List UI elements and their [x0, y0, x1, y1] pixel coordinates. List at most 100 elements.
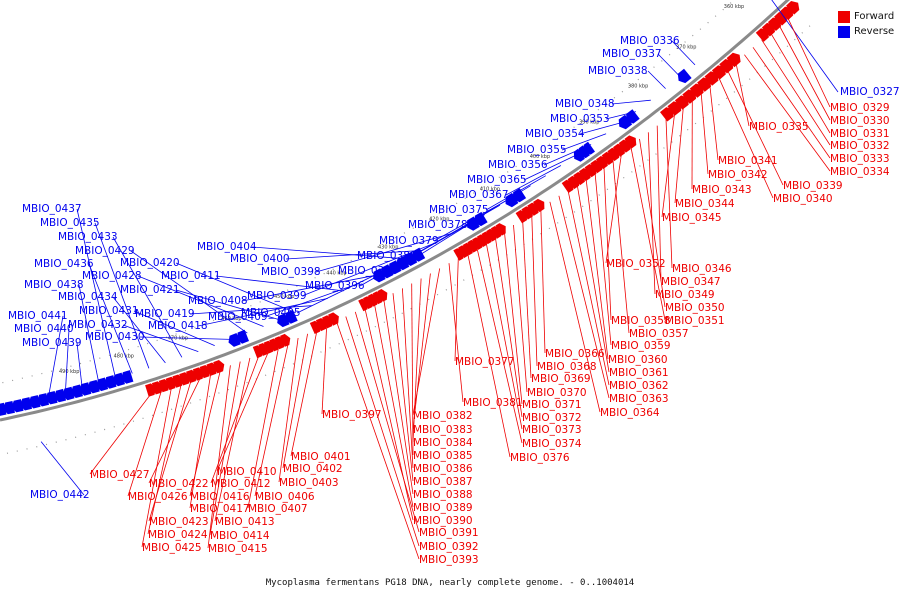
gene-label: MBIO_0356	[488, 159, 548, 171]
gene-label: MBIO_0357	[629, 328, 689, 340]
gene-label: MBIO_0374	[522, 438, 582, 450]
tick-label: 490 kbp	[59, 369, 79, 375]
forward-swatch	[838, 10, 850, 23]
leader-line	[522, 219, 532, 379]
forward-gene-arrow	[786, 1, 800, 15]
leader-line	[567, 189, 610, 386]
gene-label: MBIO_0370	[527, 387, 587, 399]
gene-label: MBIO_0406	[255, 491, 315, 503]
gene-label: MBIO_0420	[120, 257, 180, 269]
leader-line	[718, 76, 774, 199]
gene-label: MBIO_0354	[525, 128, 585, 140]
tick-label: 480 kbp	[114, 353, 134, 359]
forward-gene-arrow	[704, 71, 719, 86]
reverse-gene-arrow	[96, 377, 109, 392]
gene-label: MBIO_0335	[749, 121, 809, 133]
forward-gene-arrow	[697, 77, 711, 92]
gene-label: MBIO_0355	[507, 144, 567, 156]
gene-label: MBIO_0329	[830, 102, 890, 114]
gene-label: MBIO_0411	[161, 270, 221, 282]
gene-label: MBIO_0330	[830, 115, 890, 127]
legend-reverse-label: Reverse	[854, 26, 895, 37]
gene-label: MBIO_0421	[120, 284, 180, 296]
reverse-gene-arrow	[11, 399, 24, 413]
gene-label: MBIO_0372	[522, 412, 582, 424]
leader-line	[197, 298, 328, 327]
forward-gene-arrow	[495, 223, 506, 236]
forward-gene-arrow	[213, 360, 225, 374]
reverse-gene-arrow	[513, 188, 527, 203]
forward-gene-arrow	[377, 289, 388, 302]
leader-line	[503, 230, 523, 405]
reverse-gene-arrow	[0, 402, 7, 416]
gene-label: MBIO_0430	[85, 331, 145, 343]
legend-forward: Forward	[838, 9, 894, 24]
gene-label: MBIO_0391	[419, 527, 479, 539]
leader-line	[76, 208, 116, 379]
leader-line	[76, 342, 83, 389]
gene-label: MBIO_0407	[248, 503, 308, 515]
gene-label: MBIO_0332	[830, 140, 890, 152]
gene-label: MBIO_0410	[217, 466, 277, 478]
reverse-gene-arrow	[79, 382, 92, 396]
reverse-gene-arrow	[285, 309, 298, 324]
gene-label: MBIO_0388	[413, 489, 473, 501]
leader-line	[282, 333, 308, 469]
reverse-gene-arrow	[28, 395, 41, 409]
leader-line	[254, 342, 289, 497]
gene-label: MBIO_0386	[413, 463, 473, 475]
reverse-gene-arrow	[388, 260, 402, 275]
leader-line	[189, 372, 212, 509]
legend-forward-label: Forward	[854, 11, 895, 22]
gene-label: MBIO_0414	[210, 530, 270, 542]
reverse-swatch	[838, 25, 850, 38]
leader-line	[78, 284, 100, 384]
leader-line	[412, 273, 431, 430]
leader-line	[251, 246, 407, 260]
leader-line	[210, 353, 260, 484]
gene-label: MBIO_0412	[211, 478, 271, 490]
forward-gene-arrow	[719, 59, 734, 74]
gene-label: MBIO_0346	[672, 263, 732, 275]
gene-label: MBIO_0437	[22, 203, 82, 215]
leader-line	[139, 336, 232, 340]
leader-line	[112, 296, 166, 364]
gene-label: MBIO_0327	[840, 86, 900, 98]
gene-label: MBIO_0359	[611, 340, 671, 352]
gene-label: MBIO_0428	[82, 270, 142, 282]
leader-line	[89, 392, 153, 475]
gene-label: MBIO_0383	[413, 424, 473, 436]
leader-line	[467, 252, 511, 458]
backbone-line	[0, 0, 791, 422]
gene-label: MBIO_0333	[830, 153, 890, 165]
tick-label: 370 kbp	[676, 45, 696, 51]
leader-line	[485, 241, 523, 430]
gene-label: MBIO_0358	[611, 315, 671, 327]
gene-label: MBIO_0344	[675, 198, 735, 210]
leader-line	[476, 247, 523, 444]
leader-line	[769, 31, 831, 134]
leader-line	[278, 337, 299, 483]
gene-label: MBIO_0347	[661, 276, 721, 288]
gene-label: MBIO_0389	[413, 502, 473, 514]
forward-gene-arrow	[660, 107, 674, 122]
leader-line	[709, 83, 719, 161]
gene-label: MBIO_0362	[609, 380, 669, 392]
leader-line	[411, 283, 414, 456]
gene-label: MBIO_0409	[208, 311, 268, 323]
gene-label: MBIO_0351	[665, 315, 725, 327]
gene-label: MBIO_0392	[419, 541, 479, 553]
leader-line	[214, 357, 251, 522]
reverse-gene-arrow	[618, 114, 633, 130]
gene-label: MBIO_0417	[190, 503, 250, 515]
gene-label: MBIO_0422	[149, 478, 209, 490]
gene-label: MBIO_0434	[58, 291, 118, 303]
leader-line	[127, 389, 163, 497]
gene-label: MBIO_0400	[230, 253, 290, 265]
leader-line	[700, 90, 709, 175]
gene-label: MBIO_0436	[34, 258, 94, 270]
leader-line	[612, 158, 630, 334]
map-caption: Mycoplasma fermentans PG18 DNA, nearly c…	[265, 578, 635, 588]
leader-line	[786, 16, 831, 108]
